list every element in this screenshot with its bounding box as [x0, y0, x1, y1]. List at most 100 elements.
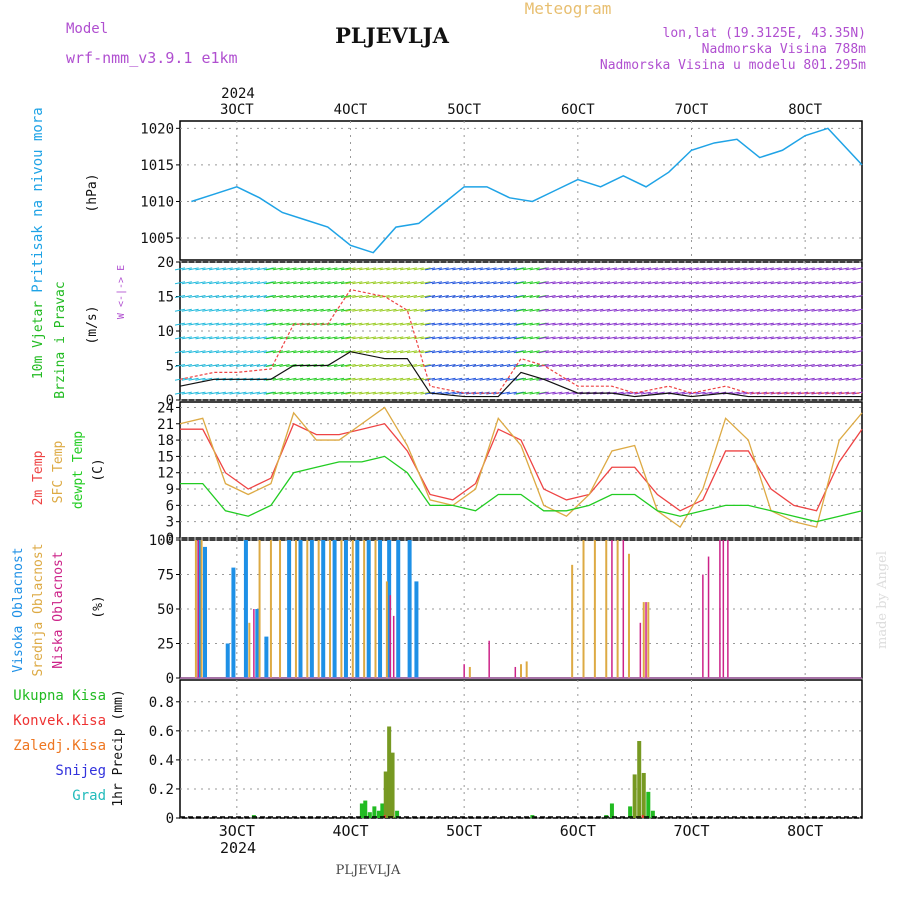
- wind-arrow: [499, 391, 511, 395]
- wind-arrow: [790, 267, 802, 271]
- wind-arrow: [493, 281, 504, 285]
- wind-arrow: [438, 364, 449, 367]
- wind-arrow: [320, 336, 331, 340]
- wind-arrow: [413, 281, 424, 285]
- wind-arrow: [613, 281, 624, 285]
- wind-arrow: [438, 295, 449, 298]
- wind-arrow: [243, 308, 254, 312]
- wind-arrow: [472, 364, 483, 367]
- wind-arrow: [299, 336, 311, 340]
- cloud-bar: [627, 553, 630, 678]
- wind-arrow: [811, 281, 822, 285]
- wind-arrow: [327, 267, 338, 271]
- wind-arrow: [654, 336, 665, 340]
- wind-arrow: [797, 322, 808, 326]
- wind-arrow: [565, 295, 577, 298]
- wind-arrow: [379, 350, 390, 354]
- wind-ylabel-2: Brzina i Pravac: [53, 281, 68, 398]
- wind-arrow: [763, 267, 774, 271]
- wind-arrow: [572, 377, 583, 381]
- wind-arrow: [306, 377, 317, 381]
- y-tick-label: 24: [157, 400, 174, 416]
- wind-arrow: [756, 350, 768, 354]
- wind-arrow: [209, 364, 220, 367]
- wind-arrow: [431, 295, 442, 298]
- wind-arrow: [675, 281, 686, 285]
- precip-legend-frozen: Zaledj.Kisa: [13, 738, 106, 754]
- wind-arrow: [265, 336, 277, 340]
- wind-arrow: [243, 295, 254, 298]
- wind-arrow: [243, 336, 254, 340]
- wind-arrow: [586, 336, 597, 340]
- wind-arrow: [334, 391, 345, 395]
- wind-arrow: [702, 350, 713, 354]
- wind-arrow: [529, 267, 540, 271]
- wind-arrow: [579, 336, 590, 340]
- cloud-bar: [622, 540, 625, 678]
- wind-arrow: [675, 308, 686, 312]
- wind-arrow: [327, 322, 338, 326]
- wind-arrow: [372, 364, 383, 367]
- wind-arrow: [831, 350, 843, 354]
- wind-arrow: [675, 377, 686, 381]
- wind-arrow: [647, 281, 658, 285]
- y-tick-label: 1020: [140, 121, 174, 137]
- wind-arrow: [229, 336, 240, 340]
- wind-arrow: [452, 295, 463, 298]
- wind-arrow: [424, 336, 436, 340]
- wind-arrow: [493, 364, 504, 367]
- wind-arrow: [722, 364, 733, 367]
- wind-arrow: [459, 308, 470, 312]
- wind-arrow: [784, 267, 795, 271]
- y-tick-label: 75: [157, 568, 174, 584]
- wind-arrow: [606, 308, 618, 312]
- wind-arrow: [750, 281, 761, 285]
- wind-arrow: [579, 350, 590, 354]
- wind-arrow: [565, 336, 577, 340]
- wind-arrow: [486, 350, 497, 354]
- temp2m-ylabel: 2m Temp: [31, 450, 46, 505]
- wind-arrow: [459, 267, 470, 271]
- wind-arrow: [818, 267, 829, 271]
- wind-arrow: [743, 377, 754, 381]
- wind-arrow: [499, 322, 511, 326]
- wind-arrow: [586, 377, 597, 381]
- wind-arrow: [272, 322, 283, 326]
- wind-arrow: [465, 391, 477, 395]
- wind-arrow: [675, 350, 686, 354]
- precip-legend-total: Ukupna Kisa: [13, 688, 106, 704]
- wind-arrow: [465, 267, 477, 271]
- wind-arrow: [265, 391, 277, 395]
- wind-arrow: [654, 377, 665, 381]
- wind-arrow: [634, 267, 645, 271]
- wind-arrow: [640, 350, 652, 354]
- wind-arrow: [431, 281, 442, 285]
- cloud-bar: [389, 595, 392, 678]
- wind-arrow: [420, 391, 431, 395]
- wind-arrow: [320, 350, 331, 354]
- wind-arrow: [222, 350, 233, 354]
- wind-arrow: [790, 364, 802, 367]
- wind-arrow: [249, 364, 261, 367]
- wind-arrow: [420, 281, 431, 285]
- cloud-bar: [366, 540, 371, 678]
- wind-arrow: [743, 336, 754, 340]
- wind-arrow: [327, 308, 338, 312]
- wind-arrow: [256, 336, 267, 340]
- wind-arrow: [600, 336, 611, 340]
- wind-arrow: [763, 295, 774, 298]
- wind-arrow: [647, 308, 658, 312]
- wind-arrow: [838, 350, 849, 354]
- wind-arrow: [399, 267, 411, 271]
- wind-arrow: [306, 295, 317, 298]
- y-tick-label: 21: [157, 417, 174, 433]
- wind-arrow: [459, 364, 470, 367]
- wind-arrow: [640, 391, 652, 395]
- wind-arrow: [852, 364, 863, 367]
- wind-arrow: [722, 336, 733, 340]
- wind-arrow: [715, 295, 727, 298]
- wind-arrow: [365, 267, 377, 271]
- wind-arrow: [522, 308, 533, 312]
- wind-arrow: [736, 350, 747, 354]
- wind-arrow: [552, 364, 563, 367]
